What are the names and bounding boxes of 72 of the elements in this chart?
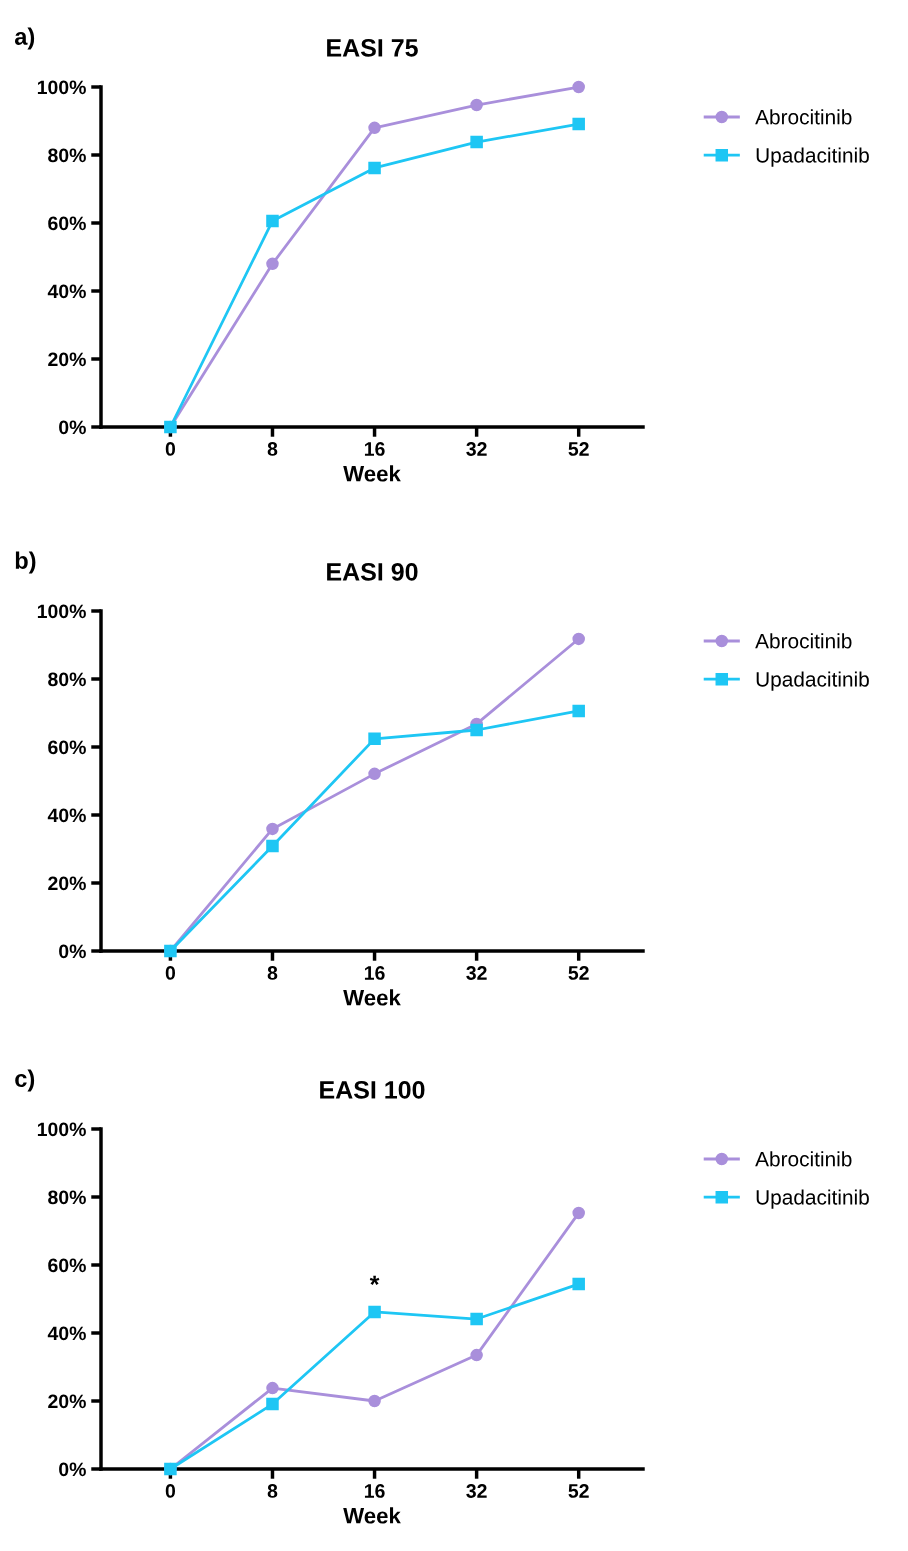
x-tick-label: 52	[568, 442, 589, 456]
point	[572, 1277, 585, 1291]
y-tick-label: 20%	[48, 876, 86, 891]
point	[368, 121, 381, 135]
y-tick-label: 60%	[48, 740, 86, 755]
y-tick-label: 60%	[48, 1258, 86, 1273]
chart-title: EASI 100	[320, 1080, 425, 1099]
point	[266, 1397, 279, 1411]
legend-label: Upadacitinib	[756, 1189, 869, 1209]
y-tick-label: 0%	[59, 1462, 86, 1477]
legend-label: Upadacitinib	[756, 671, 869, 691]
x-tick-label: 52	[568, 1484, 589, 1498]
x-tick-label: 0	[165, 442, 176, 456]
y-tick-label: 0%	[59, 944, 86, 959]
point	[266, 822, 279, 836]
y-tick-label: 80%	[48, 148, 86, 163]
text: c)	[15, 1069, 35, 1092]
x-tick-label: 0	[165, 966, 176, 980]
x-axis-title: Week	[343, 989, 401, 1006]
x-tick-label: 8	[267, 966, 278, 980]
point	[572, 704, 585, 718]
point	[470, 135, 483, 149]
point	[470, 723, 483, 737]
point	[266, 257, 279, 271]
x-tick-label: 0	[165, 1484, 176, 1498]
point	[368, 1305, 381, 1319]
y-tick-label: 40%	[47, 284, 86, 299]
y-tick-label: 100%	[37, 80, 86, 95]
x-tick-label: 52	[568, 966, 589, 980]
text: a)	[14, 27, 35, 50]
point	[572, 80, 585, 94]
x-tick-label: 32	[466, 966, 487, 980]
point	[368, 1394, 381, 1408]
y-tick-label: 100%	[37, 1122, 86, 1137]
y-tick-label: 40%	[47, 1326, 86, 1341]
legend-label: Abrocitinib	[755, 1151, 852, 1167]
point	[470, 98, 483, 112]
text: b)	[15, 551, 36, 574]
point	[368, 732, 381, 746]
legend-label: Upadacitinib	[756, 147, 869, 167]
y-tick-label: 100%	[37, 604, 86, 619]
point	[572, 632, 585, 646]
point	[266, 1381, 279, 1395]
x-tick-label: 8	[267, 442, 278, 456]
point	[368, 767, 381, 781]
point	[470, 1312, 483, 1326]
chart-title: EASI 75	[327, 38, 418, 57]
x-axis-title: Week	[343, 1507, 401, 1524]
point	[470, 1348, 483, 1362]
point	[368, 161, 381, 175]
legend-label: Abrocitinib	[755, 633, 852, 649]
point	[572, 117, 585, 131]
y-tick-label: 40%	[47, 808, 86, 823]
y-tick-label: 20%	[48, 1394, 86, 1409]
y-tick-label: 80%	[48, 1190, 86, 1205]
point	[266, 214, 279, 228]
x-tick-label: 16	[364, 1484, 385, 1498]
y-tick-label: 0%	[59, 420, 86, 435]
y-tick-label: 20%	[48, 352, 86, 367]
point	[572, 1206, 585, 1220]
x-tick-label: 16	[364, 966, 385, 980]
legend-label: Abrocitinib	[755, 109, 852, 125]
x-tick-label: 32	[466, 442, 487, 456]
x-tick-label: 8	[267, 1484, 278, 1498]
x-axis-title: Week	[343, 465, 401, 482]
point	[266, 839, 279, 853]
y-tick-label: 80%	[48, 672, 86, 687]
y-tick-label: 60%	[48, 216, 86, 231]
x-tick-label: 32	[466, 1484, 487, 1498]
annotation: *	[369, 1275, 380, 1285]
x-tick-label: 16	[364, 442, 385, 456]
chart-title: EASI 90	[327, 562, 418, 581]
